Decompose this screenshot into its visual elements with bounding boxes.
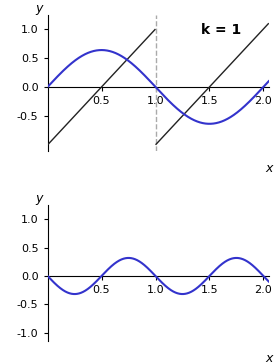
- Text: y: y: [36, 192, 43, 205]
- Text: y: y: [36, 1, 43, 15]
- Text: k = 1: k = 1: [201, 23, 241, 37]
- Text: x: x: [265, 162, 272, 175]
- Text: x: x: [265, 352, 272, 363]
